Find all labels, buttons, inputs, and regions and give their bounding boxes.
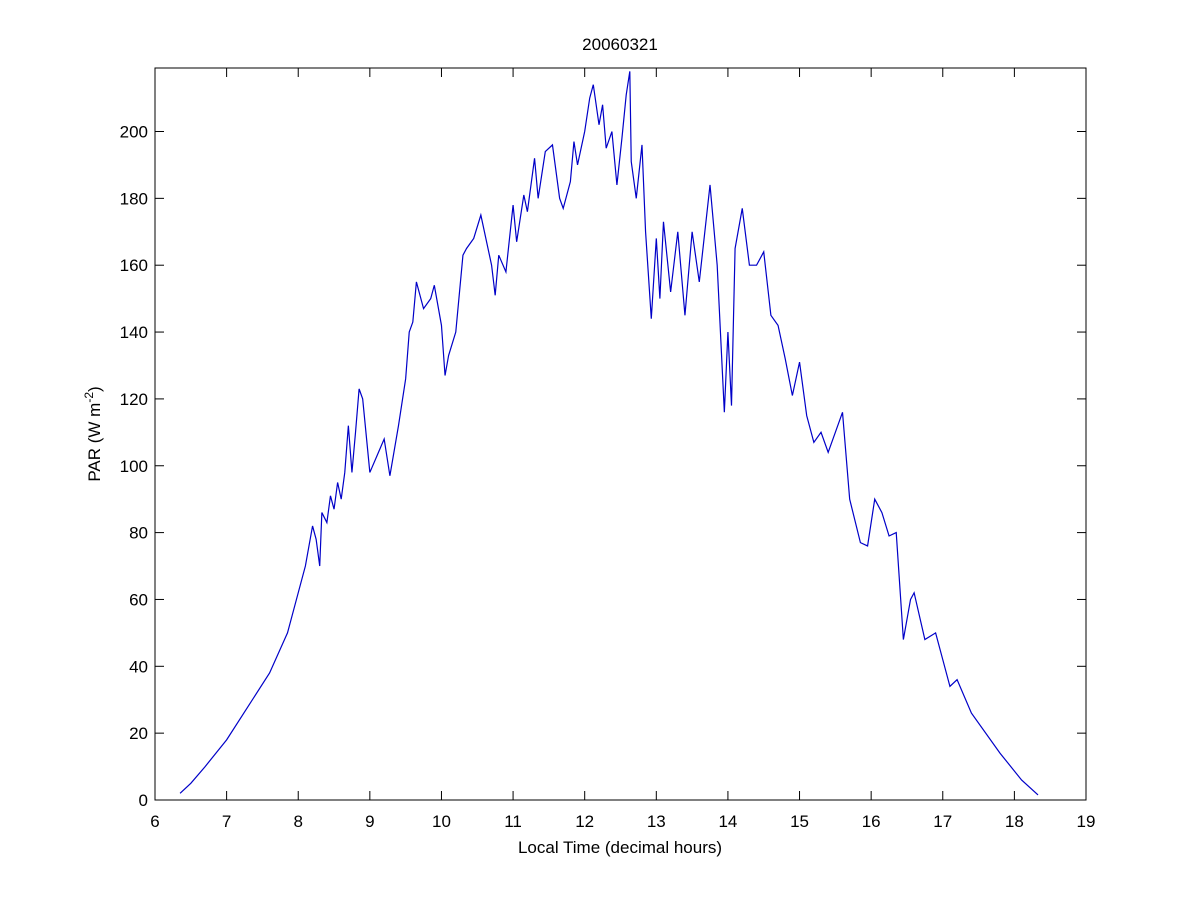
- plot-frame: [154, 67, 1087, 801]
- y-tick-label: 100: [120, 457, 148, 476]
- y-tick-label: 120: [120, 390, 148, 409]
- x-tick-label: 13: [647, 812, 666, 831]
- y-tick-label: 140: [120, 323, 148, 342]
- chart-title: 20060321: [582, 35, 658, 54]
- x-tick-label: 9: [365, 812, 374, 831]
- x-tick-label: 12: [575, 812, 594, 831]
- y-axis-label-main: PAR (W m: [85, 403, 104, 482]
- x-tick-label: 17: [933, 812, 952, 831]
- y-tick-label: 0: [139, 791, 148, 810]
- x-tick-label: 7: [222, 812, 231, 831]
- y-axis-label-sup: -2: [82, 392, 96, 403]
- data-line: [179, 71, 1039, 796]
- y-tick-label: 160: [120, 256, 148, 275]
- x-tick-label: 18: [1005, 812, 1024, 831]
- x-tick-label: 8: [293, 812, 302, 831]
- x-tick-label: 14: [718, 812, 737, 831]
- x-tick-label: 15: [790, 812, 809, 831]
- x-tick-label: 6: [150, 812, 159, 831]
- y-tick-label: 200: [120, 123, 148, 142]
- y-tick-label: 180: [120, 189, 148, 208]
- x-tick-label: 16: [862, 812, 881, 831]
- x-tick-label: 11: [504, 812, 522, 831]
- x-tick-label: 10: [432, 812, 451, 831]
- y-axis-label: PAR (W m-2): [82, 386, 104, 481]
- y-tick-label: 80: [129, 524, 148, 543]
- y-tick-label: 40: [129, 657, 148, 676]
- y-tick-label: 60: [129, 590, 148, 609]
- x-axis-label: Local Time (decimal hours): [518, 838, 722, 857]
- y-tick-label: 20: [129, 724, 148, 743]
- x-tick-label: 19: [1077, 812, 1096, 831]
- y-axis-label-end: ): [85, 386, 104, 392]
